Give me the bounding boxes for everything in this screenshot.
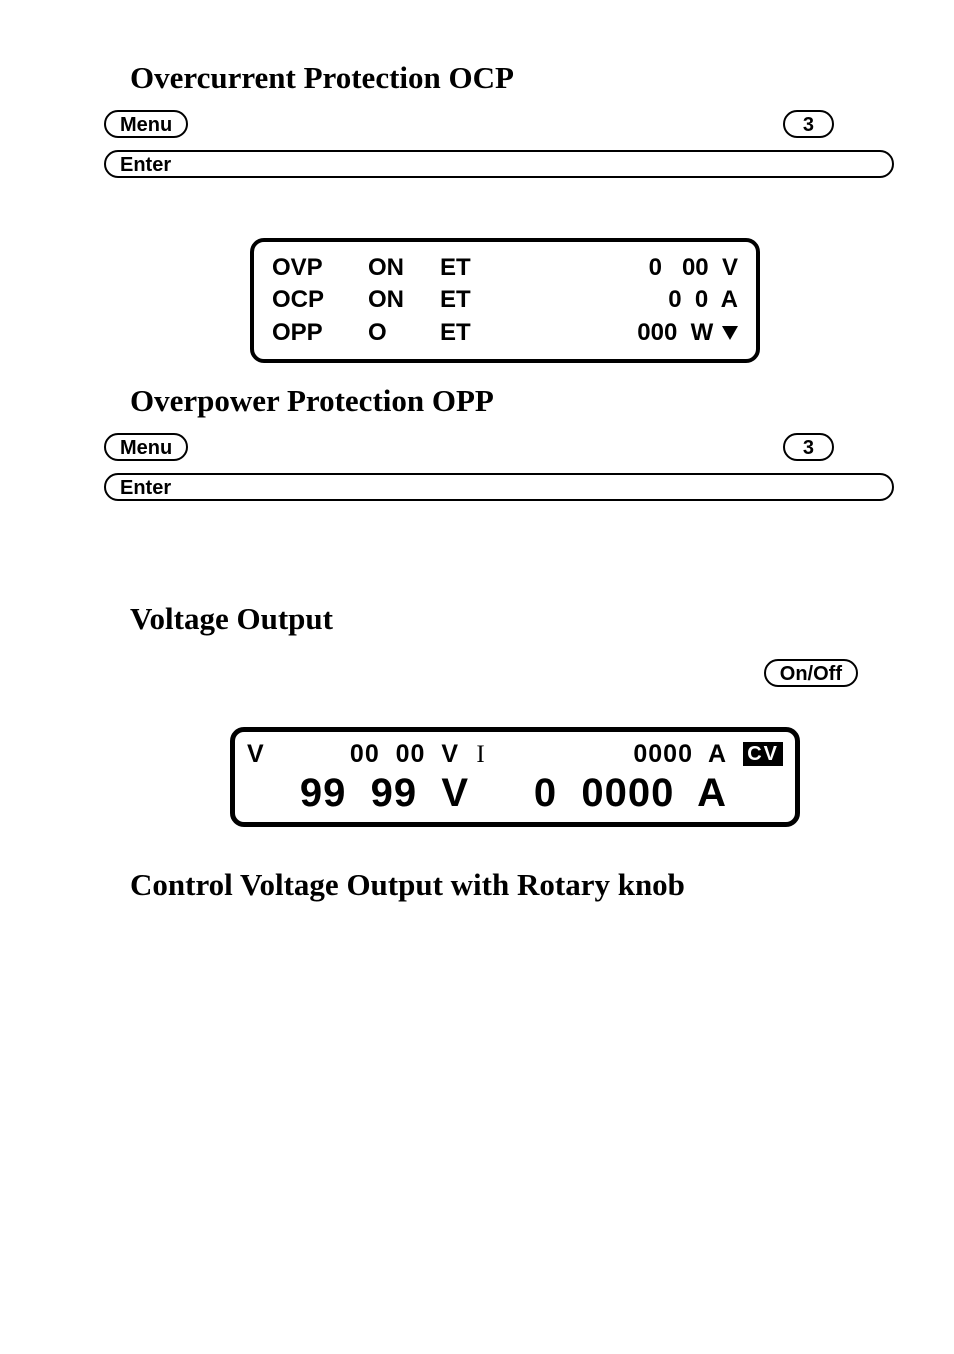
- i-value: 0000 A: [503, 740, 783, 769]
- prot-state: ON: [364, 284, 436, 316]
- down-arrow-icon: [722, 326, 738, 340]
- prot-value: 0 00 V: [504, 252, 742, 284]
- enter-button[interactable]: Enter: [104, 150, 894, 178]
- v-label: V: [247, 740, 291, 769]
- onoff-button[interactable]: On/Off: [764, 659, 858, 687]
- i-label: I: [459, 741, 503, 769]
- prot-value: 0 0 A: [504, 284, 742, 316]
- page: Overcurrent Protection OCP Menu 3 Enter …: [0, 0, 954, 973]
- v-measured: 99 99 V: [247, 771, 469, 816]
- onoff-row: On/Off: [60, 659, 858, 687]
- prot-et: ET: [436, 284, 504, 316]
- v-value: 00 00 V: [291, 740, 459, 769]
- section-title-opp: Overpower Protection OPP: [130, 383, 894, 419]
- section-title-ocp: Overcurrent Protection OCP: [130, 60, 894, 96]
- prot-state: O: [364, 317, 436, 349]
- left-buttons-opp: Enter: [104, 473, 894, 501]
- left-buttons-ocp: Enter: [104, 150, 894, 178]
- output-display: CV V 00 00 V I 0000 A 99 99 V 0 0000 A: [230, 727, 800, 827]
- protection-display: OVP ON ET 0 00 V OCP ON ET 0 0 A OPP O E…: [250, 238, 760, 363]
- section-title-vout: Voltage Output: [130, 601, 894, 637]
- cv-badge: CV: [743, 742, 783, 766]
- output-row-measured: 99 99 V 0 0000 A: [247, 771, 783, 816]
- menu-button[interactable]: Menu: [104, 433, 188, 461]
- menu-button[interactable]: Menu: [104, 110, 188, 138]
- button-row-opp: Menu 3: [104, 429, 834, 465]
- prot-state: ON: [364, 252, 436, 284]
- protection-table: OVP ON ET 0 00 V OCP ON ET 0 0 A OPP O E…: [268, 252, 742, 349]
- prot-value: 000 W: [504, 317, 742, 349]
- section-title-rotary: Control Voltage Output with Rotary knob: [130, 867, 894, 903]
- table-row: OPP O ET 000 W: [268, 317, 742, 349]
- i-measured: 0 0000 A: [469, 771, 783, 816]
- prot-value-text: 000 W: [637, 319, 713, 346]
- prot-name: OVP: [268, 252, 364, 284]
- prot-name: OPP: [268, 317, 364, 349]
- three-button[interactable]: 3: [783, 110, 834, 138]
- table-row: OCP ON ET 0 0 A: [268, 284, 742, 316]
- button-row-ocp: Menu 3: [104, 106, 834, 142]
- enter-button[interactable]: Enter: [104, 473, 894, 501]
- prot-et: ET: [436, 252, 504, 284]
- output-row-setpoint: V 00 00 V I 0000 A: [247, 740, 783, 769]
- prot-et: ET: [436, 317, 504, 349]
- three-button[interactable]: 3: [783, 433, 834, 461]
- table-row: OVP ON ET 0 00 V: [268, 252, 742, 284]
- prot-name: OCP: [268, 284, 364, 316]
- spacer: [60, 501, 894, 601]
